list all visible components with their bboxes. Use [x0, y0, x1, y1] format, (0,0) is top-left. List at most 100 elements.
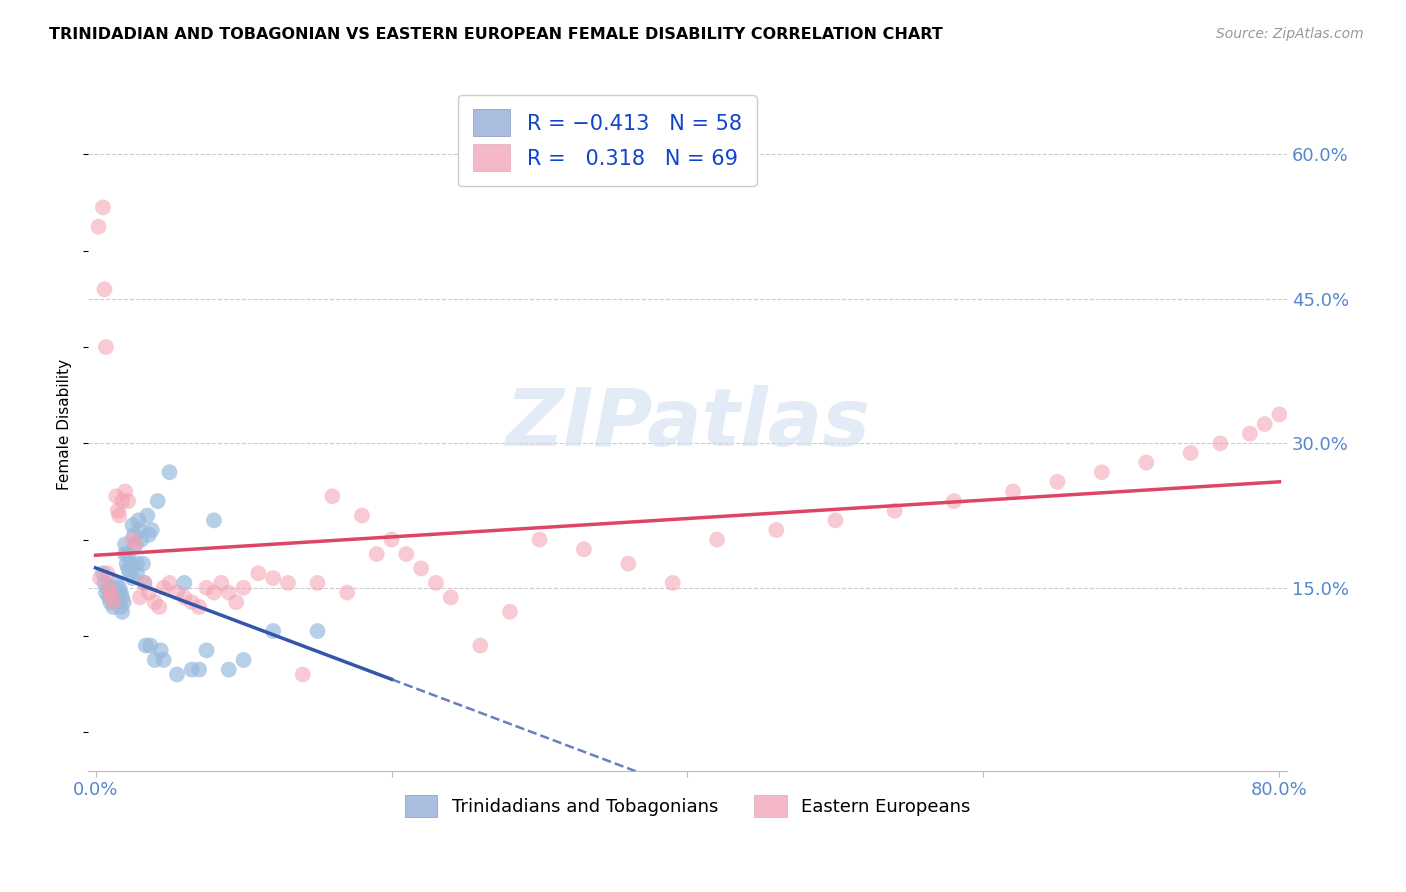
Point	[97, 581, 120, 595]
Point	[706, 533, 728, 547]
Point	[617, 557, 640, 571]
Point	[108, 508, 131, 523]
Point	[103, 595, 125, 609]
Point	[117, 494, 139, 508]
Point	[134, 576, 156, 591]
Point	[209, 576, 232, 591]
Point	[232, 581, 254, 595]
Point	[124, 537, 146, 551]
Point	[149, 643, 172, 657]
Point	[143, 595, 166, 609]
Point	[247, 566, 270, 581]
Point	[98, 585, 121, 599]
Point	[1268, 408, 1291, 422]
Point	[114, 537, 136, 551]
Point	[96, 581, 118, 595]
Point	[127, 513, 149, 527]
Point	[139, 639, 162, 653]
Point	[91, 566, 114, 581]
Point	[188, 663, 211, 677]
Point	[110, 600, 132, 615]
Point	[1046, 475, 1069, 489]
Point	[336, 585, 359, 599]
Point	[159, 576, 181, 591]
Point	[96, 566, 118, 581]
Point	[307, 624, 329, 638]
Point	[117, 561, 139, 575]
Point	[1253, 417, 1275, 431]
Point	[93, 282, 115, 296]
Point	[114, 547, 136, 561]
Point	[98, 585, 121, 599]
Point	[103, 591, 125, 605]
Point	[148, 600, 170, 615]
Point	[1239, 426, 1261, 441]
Text: ZIPatlas: ZIPatlas	[505, 385, 870, 463]
Point	[499, 605, 522, 619]
Point	[425, 576, 447, 591]
Point	[107, 504, 129, 518]
Point	[110, 585, 132, 599]
Point	[173, 576, 195, 591]
Point	[120, 557, 142, 571]
Point	[101, 591, 124, 605]
Point	[262, 624, 284, 638]
Point	[195, 581, 218, 595]
Point	[132, 557, 155, 571]
Point	[134, 576, 156, 591]
Point	[1002, 484, 1025, 499]
Point	[321, 489, 343, 503]
Point	[350, 508, 373, 523]
Point	[121, 533, 143, 547]
Point	[94, 585, 117, 599]
Point	[122, 528, 145, 542]
Point	[661, 576, 683, 591]
Text: TRINIDADIAN AND TOBAGONIAN VS EASTERN EUROPEAN FEMALE DISABILITY CORRELATION CHA: TRINIDADIAN AND TOBAGONIAN VS EASTERN EU…	[49, 27, 943, 42]
Point	[942, 494, 965, 508]
Point	[138, 528, 160, 542]
Point	[125, 557, 148, 571]
Point	[129, 591, 152, 605]
Point	[173, 591, 195, 605]
Point	[277, 576, 299, 591]
Point	[111, 494, 134, 508]
Point	[136, 508, 159, 523]
Point	[89, 571, 111, 585]
Point	[202, 585, 225, 599]
Point	[765, 523, 787, 537]
Point	[152, 653, 174, 667]
Point	[111, 605, 134, 619]
Point	[135, 639, 157, 653]
Point	[97, 591, 120, 605]
Point	[470, 639, 492, 653]
Point	[218, 585, 240, 599]
Point	[366, 547, 388, 561]
Point	[103, 600, 125, 615]
Point	[141, 523, 163, 537]
Point	[291, 667, 314, 681]
Point	[202, 513, 225, 527]
Point	[107, 585, 129, 599]
Point	[111, 591, 134, 605]
Point	[232, 653, 254, 667]
Point	[117, 547, 139, 561]
Point	[152, 581, 174, 595]
Point	[105, 576, 128, 591]
Point	[114, 484, 136, 499]
Point	[440, 591, 463, 605]
Point	[883, 504, 905, 518]
Point	[225, 595, 247, 609]
Point	[166, 667, 188, 681]
Point	[218, 663, 240, 677]
Point	[108, 581, 131, 595]
Point	[195, 643, 218, 657]
Legend: Trinidadians and Tobagonians, Eastern Europeans: Trinidadians and Tobagonians, Eastern Eu…	[398, 788, 977, 824]
Point	[112, 595, 135, 609]
Point	[131, 533, 153, 547]
Point	[87, 219, 110, 234]
Point	[1135, 456, 1157, 470]
Point	[107, 595, 129, 609]
Point	[146, 494, 169, 508]
Point	[138, 585, 160, 599]
Point	[125, 566, 148, 581]
